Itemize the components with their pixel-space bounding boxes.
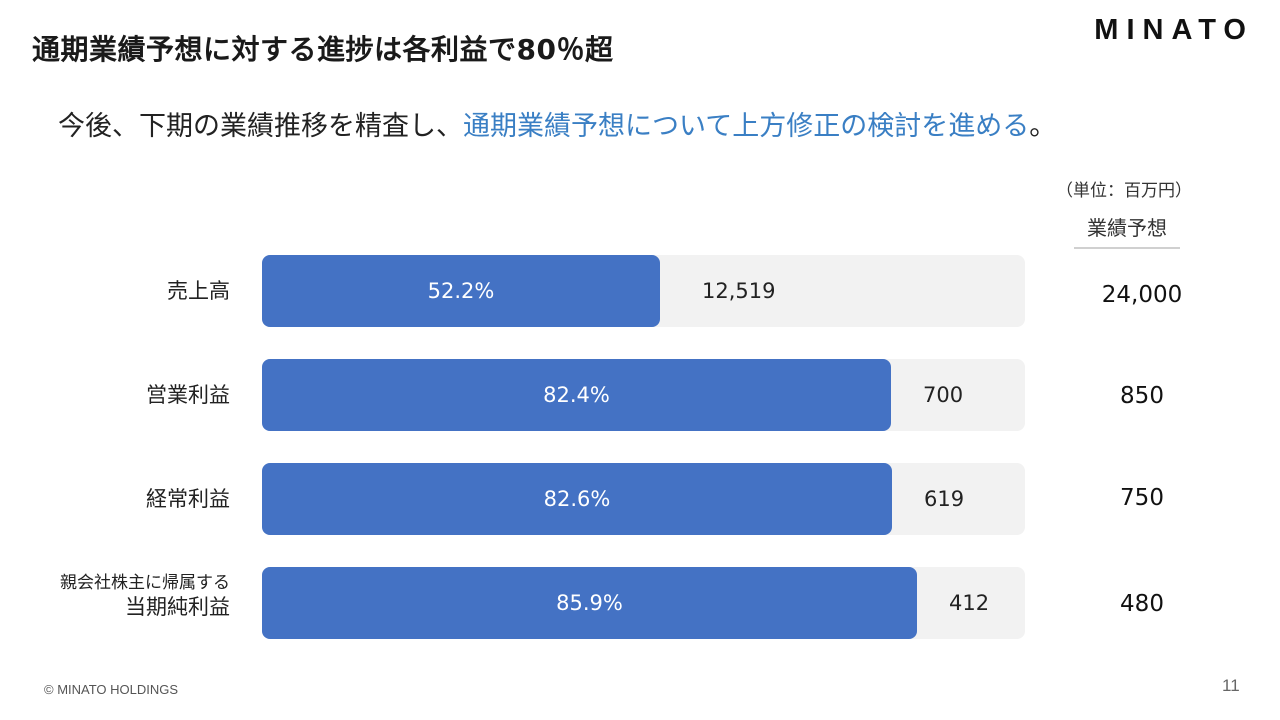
progress-bar [262, 463, 892, 535]
progress-percent-label: 82.4% [543, 383, 610, 407]
progress-bar [262, 567, 917, 639]
forecast-value: 24,000 [1101, 282, 1183, 308]
actual-value-label: 619 [924, 487, 965, 511]
actual-value-label: 412 [949, 591, 990, 615]
category-label-line: 親会社株主に帰属する [60, 573, 230, 593]
copyright: © MINATO HOLDINGS [44, 682, 179, 697]
subtitle-prefix: 今後、下期の業績推移を精査し、 [58, 111, 463, 142]
category-label: 経常利益 [146, 487, 230, 511]
subtitle: 今後、下期の業績推移を精査し、通期業績予想について上方修正の検討を進める。 [58, 104, 1056, 143]
category-label: 売上高 [167, 279, 230, 303]
forecast-header: 業績予想 [1074, 212, 1180, 249]
bar-track: 85.9% 412 [262, 567, 1025, 639]
forecast-value: 480 [1120, 591, 1164, 617]
company-logo: MINATO [1094, 14, 1254, 46]
actual-value-label: 700 [923, 383, 964, 407]
progress-bar [262, 255, 660, 327]
category-label: 営業利益 [146, 383, 230, 407]
progress-percent-label: 82.6% [543, 487, 611, 511]
progress-percent-label: 52.2% [427, 279, 495, 303]
progress-percent-label: 85.9% [556, 591, 623, 615]
category-label-line: 当期純利益 [125, 595, 230, 619]
subtitle-suffix: 。 [1029, 111, 1057, 142]
bar-track: 52.2% 12,519 [262, 255, 1025, 327]
bar-track: 82.4% 700 [262, 359, 1025, 431]
forecast-value: 750 [1120, 485, 1164, 511]
forecast-value: 850 [1120, 383, 1164, 409]
actual-value-label: 12,519 [702, 279, 776, 303]
page-number: 11 [1222, 676, 1240, 695]
progress-bar [262, 359, 891, 431]
bar-track: 82.6% 619 [262, 463, 1025, 535]
subtitle-highlight: 通期業績予想について上方修正の検討を進める [463, 111, 1030, 142]
unit-label: （単位：百万円） [1056, 181, 1192, 201]
page-title: 通期業績予想に対する進捗は各利益で80％超 [32, 33, 614, 66]
category-label: 親会社株主に帰属する 当期純利益 [60, 573, 230, 621]
